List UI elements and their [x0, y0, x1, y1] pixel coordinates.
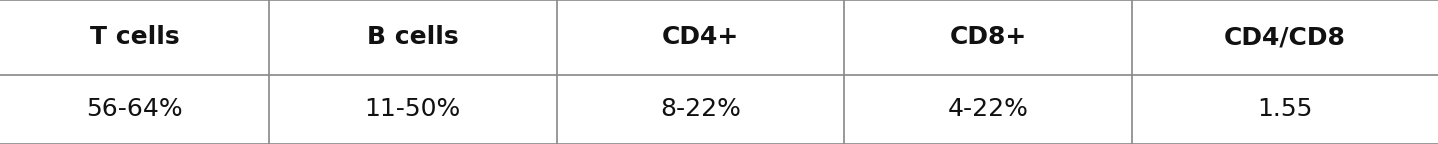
Text: 56-64%: 56-64%	[86, 97, 183, 121]
Text: CD4/CD8: CD4/CD8	[1224, 25, 1346, 49]
Text: 1.55: 1.55	[1257, 97, 1313, 121]
Text: CD4+: CD4+	[661, 25, 739, 49]
Text: 4-22%: 4-22%	[948, 97, 1028, 121]
Text: CD8+: CD8+	[949, 25, 1027, 49]
Text: B cells: B cells	[367, 25, 459, 49]
Text: 11-50%: 11-50%	[365, 97, 460, 121]
Text: 8-22%: 8-22%	[660, 97, 741, 121]
Text: T cells: T cells	[89, 25, 180, 49]
